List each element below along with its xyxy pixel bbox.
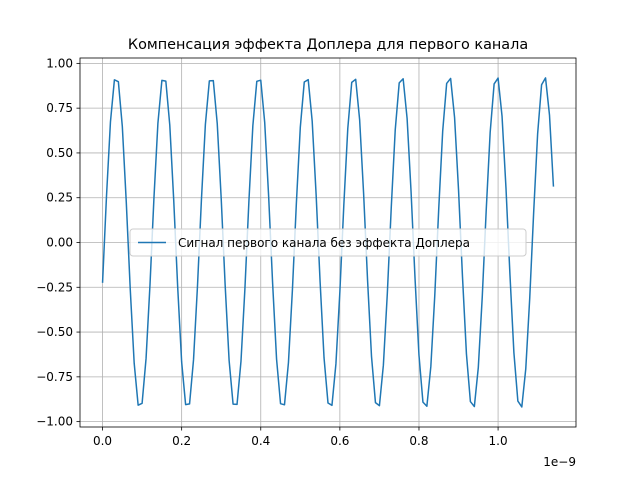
x-tick-label: 0.0 (93, 434, 112, 448)
legend-label: Сигнал первого канала без эффекта Доплер… (178, 236, 470, 250)
x-tick-label: 0.8 (409, 434, 428, 448)
x-tick-label: 0.2 (172, 434, 191, 448)
y-tick-label: −0.75 (36, 370, 73, 384)
y-tick-label: 0.25 (46, 191, 73, 205)
chart-title: Компенсация эффекта Доплера для первого … (128, 37, 528, 53)
series-line (101, 77, 555, 408)
y-tick-label: 1.00 (46, 56, 73, 70)
x-tick-label: 0.4 (251, 434, 270, 448)
y-tick-label: 0.75 (46, 101, 73, 115)
y-tick-label: −0.50 (36, 325, 73, 339)
legend-box (129, 228, 527, 257)
legend: Сигнал первого канала без эффекта Доплер… (129, 228, 527, 257)
y-tick-label: 0.50 (46, 146, 73, 160)
x-tick-label: 0.6 (330, 434, 349, 448)
x-offset-label: 1e−9 (543, 455, 576, 469)
x-tick-label: 1.0 (489, 434, 508, 448)
axes-frame (79, 57, 577, 428)
y-tick-label: −1.00 (36, 415, 73, 429)
y-tick-label: −0.25 (36, 280, 73, 294)
y-tick-label: 0.00 (46, 236, 73, 250)
